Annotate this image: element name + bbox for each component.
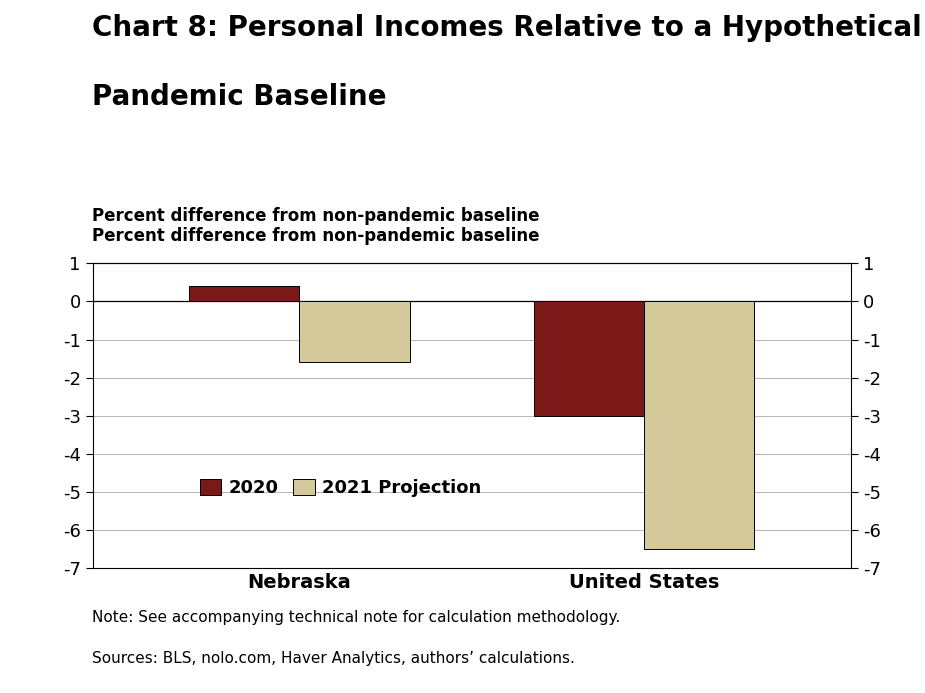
Text: Note: See accompanying technical note for calculation methodology.: Note: See accompanying technical note fo… <box>92 610 621 625</box>
Bar <box>189 286 300 301</box>
Text: Sources: BLS, nolo.com, Haver Analytics, authors’ calculations.: Sources: BLS, nolo.com, Haver Analytics,… <box>92 651 575 667</box>
Text: Percent difference from non-pandemic baseline: Percent difference from non-pandemic bas… <box>92 207 540 225</box>
Bar <box>300 301 410 362</box>
Legend: 2020, 2021 Projection: 2020, 2021 Projection <box>192 472 488 505</box>
Text: Pandemic Baseline: Pandemic Baseline <box>92 83 387 111</box>
Text: Chart 8: Personal Incomes Relative to a Hypothetical Non-: Chart 8: Personal Incomes Relative to a … <box>92 14 925 42</box>
Bar <box>644 301 755 549</box>
Text: Percent difference from non-pandemic baseline: Percent difference from non-pandemic bas… <box>92 227 539 245</box>
Bar <box>534 301 644 416</box>
